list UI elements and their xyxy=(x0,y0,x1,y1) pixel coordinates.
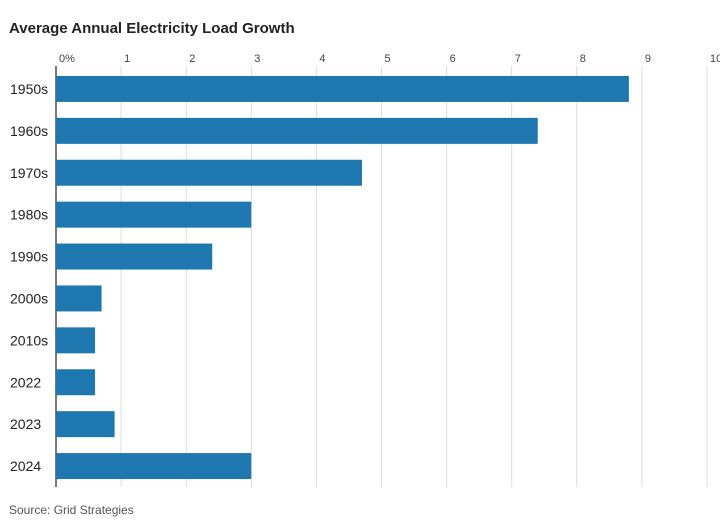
category-label: 1970s xyxy=(10,165,48,181)
gridlines xyxy=(55,66,708,487)
category-label: 1950s xyxy=(10,81,48,97)
x-tick-label: 8 xyxy=(580,53,586,65)
x-tick-label: 0% xyxy=(59,53,75,65)
x-tick-labels: 0% 1 2 3 4 5 6 7 8 9 10 xyxy=(59,53,720,65)
x-tick-label: 6 xyxy=(450,53,456,65)
x-tick-label: 5 xyxy=(385,53,391,65)
x-tick-label: 10 xyxy=(710,53,720,65)
bar-1970s xyxy=(56,159,362,186)
x-tick-label: 2 xyxy=(189,53,195,65)
x-tick-label: 7 xyxy=(515,53,521,65)
category-label: 2022 xyxy=(10,374,41,390)
chart-title: Average Annual Electricity Load Growth xyxy=(9,20,295,37)
bar-2022 xyxy=(56,369,96,396)
bar-1950s xyxy=(56,75,629,102)
category-label: 2023 xyxy=(10,416,41,432)
category-label: 2000s xyxy=(10,290,48,306)
bar-2010s xyxy=(56,327,96,354)
category-label: 1990s xyxy=(10,249,48,265)
source-note: Source: Grid Strategies xyxy=(9,503,134,517)
bar-2024 xyxy=(56,453,252,480)
bar-1960s xyxy=(56,117,538,144)
x-tick-label: 4 xyxy=(319,53,325,65)
bar-1990s xyxy=(56,243,213,270)
category-label: 2010s xyxy=(10,332,48,348)
category-label: 2024 xyxy=(10,458,41,474)
bar-1980s xyxy=(56,201,252,228)
category-label: 1980s xyxy=(10,207,48,223)
bar-2000s xyxy=(56,285,102,312)
bar-2023 xyxy=(56,411,115,438)
bars xyxy=(56,75,629,480)
category-label: 1960s xyxy=(10,123,48,139)
category-labels: 1950s 1960s 1970s 1980s 1990s 2000s 2010s 2022 2… xyxy=(10,81,48,474)
x-tick-label: 9 xyxy=(645,53,651,65)
x-tick-label: 3 xyxy=(254,53,260,65)
x-tick-label: 1 xyxy=(124,53,130,65)
